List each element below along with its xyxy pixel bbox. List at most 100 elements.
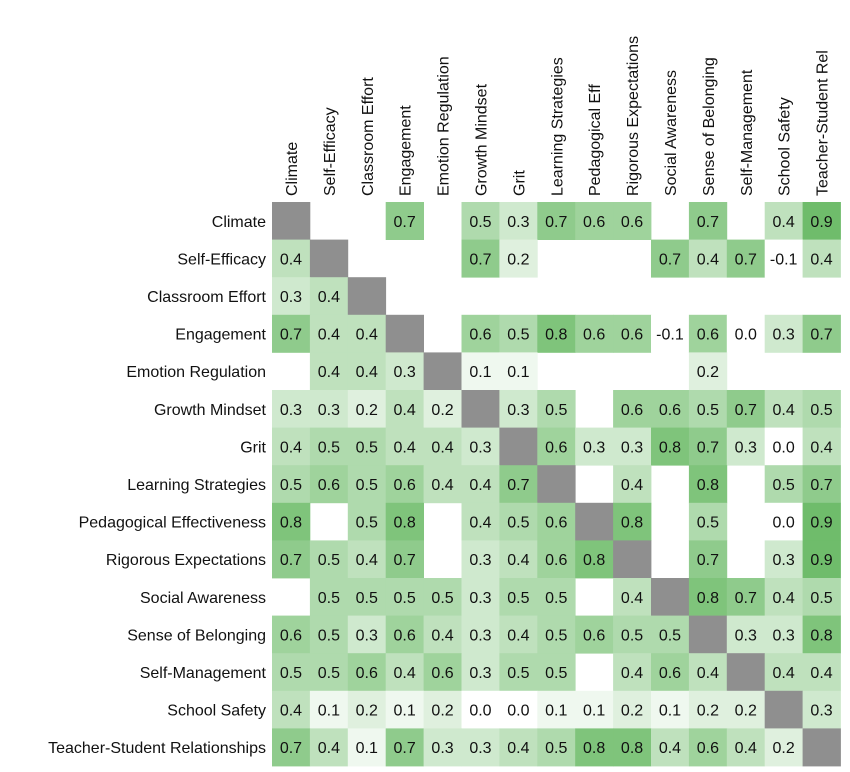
heatmap-cell bbox=[651, 239, 690, 278]
row-label: Engagement bbox=[175, 327, 266, 344]
cell-value-label: 0.5 bbox=[545, 627, 567, 644]
diagonal-cell bbox=[537, 465, 576, 504]
cell-value-label: 0.6 bbox=[583, 627, 605, 644]
heatmap-cell bbox=[802, 314, 841, 353]
row-label: Social Awareness bbox=[140, 590, 266, 607]
heatmap-cell bbox=[726, 239, 766, 278]
diagonal-cell bbox=[764, 690, 803, 729]
heatmap-cell bbox=[309, 427, 349, 466]
cell-value-label: 0.4 bbox=[431, 439, 453, 456]
column-label: Teacher-Student Rel bbox=[815, 50, 832, 196]
cell-value-label: 0.3 bbox=[469, 627, 491, 644]
cell-value-label: 0.3 bbox=[773, 327, 795, 344]
cell-value-label: 0.5 bbox=[773, 477, 795, 494]
cell-value-label: 0.8 bbox=[697, 477, 719, 494]
heatmap-cell bbox=[309, 390, 349, 428]
cell-value-label: 0.4 bbox=[356, 327, 378, 344]
heatmap-cell bbox=[347, 390, 387, 428]
row-label: Grit bbox=[240, 439, 266, 456]
cell-value-label: 0.7 bbox=[507, 477, 529, 494]
cell-value-label: 0.4 bbox=[280, 703, 302, 720]
row-label: Sense of Belonging bbox=[127, 627, 266, 644]
cell-value-label: 0.5 bbox=[545, 740, 567, 757]
cell-value-label: 0.4 bbox=[659, 740, 681, 757]
cell-value-label: 0.3 bbox=[773, 627, 795, 644]
heatmap-cell bbox=[537, 540, 576, 579]
cell-value-label: 0.4 bbox=[280, 439, 302, 456]
diagonal-cell bbox=[309, 239, 349, 278]
column-label: Self-Efficacy bbox=[322, 107, 339, 196]
heatmap-cell bbox=[764, 653, 803, 692]
cell-value-label: 0.8 bbox=[545, 327, 567, 344]
heatmap-cell bbox=[575, 615, 614, 654]
heatmap-cell bbox=[688, 502, 728, 541]
column-label: Engagement bbox=[398, 105, 415, 196]
diagonal-cell bbox=[688, 615, 728, 654]
cell-value-label: 0.4 bbox=[697, 251, 719, 268]
heatmap-cell bbox=[651, 653, 690, 692]
cell-value-label: 0.2 bbox=[507, 251, 529, 268]
cell-value-label: 0.8 bbox=[621, 740, 643, 757]
heatmap-cell bbox=[613, 690, 652, 729]
heatmap-cell bbox=[575, 540, 614, 579]
heatmap-cell bbox=[385, 202, 424, 240]
cell-value-label: 0.4 bbox=[507, 552, 529, 569]
heatmap-cell bbox=[423, 690, 462, 729]
heatmap-cell bbox=[461, 352, 500, 391]
cell-value-label: 0.4 bbox=[621, 477, 643, 494]
heatmap-cell bbox=[347, 314, 387, 353]
heatmap-cell bbox=[272, 502, 311, 541]
cell-value-label: 0.2 bbox=[621, 703, 643, 720]
cell-value-label: 0.5 bbox=[507, 515, 529, 532]
heatmap-cell bbox=[575, 314, 614, 353]
heatmap-cell bbox=[802, 653, 841, 692]
cell-value-label: 0.8 bbox=[621, 515, 643, 532]
cell-value-label: 0.7 bbox=[394, 214, 416, 231]
diagonal-cell bbox=[461, 390, 500, 428]
heatmap-cell bbox=[272, 540, 311, 579]
cell-value-label: 0.7 bbox=[545, 214, 567, 231]
cell-value-label: 0.4 bbox=[394, 665, 416, 682]
cell-value-label: 0.4 bbox=[318, 740, 340, 757]
heatmap-cell bbox=[385, 728, 424, 767]
cell-value-label: 0.6 bbox=[621, 402, 643, 419]
cell-value-label: 0.1 bbox=[545, 703, 567, 720]
heatmap-cell bbox=[802, 390, 841, 428]
cell-value-label: 0.6 bbox=[394, 477, 416, 494]
cell-value-label: 0.5 bbox=[545, 665, 567, 682]
cell-value-label: -0.1 bbox=[770, 251, 798, 268]
cell-value-label: 0.0 bbox=[735, 327, 757, 344]
cell-value-label: 0.2 bbox=[773, 740, 795, 757]
cell-value-label: 0.6 bbox=[697, 327, 719, 344]
heatmap-cell bbox=[461, 239, 500, 278]
cell-value-label: 0.6 bbox=[356, 665, 378, 682]
heatmap-cell bbox=[309, 653, 349, 692]
cell-value-label: 0.6 bbox=[697, 740, 719, 757]
heatmap-cell bbox=[385, 427, 424, 466]
heatmap-cell bbox=[461, 728, 500, 767]
heatmap-cell bbox=[575, 427, 614, 466]
heatmap-cell bbox=[726, 427, 766, 466]
cell-value-label: 0.5 bbox=[318, 552, 340, 569]
cell-value-label: 0.5 bbox=[659, 627, 681, 644]
column-label: Pedagogical Eff bbox=[587, 84, 604, 196]
heatmap-cell bbox=[461, 578, 500, 616]
heatmap-cell bbox=[726, 690, 766, 729]
diagonal-cell bbox=[499, 427, 538, 466]
cell-value-label: 0.5 bbox=[507, 590, 529, 607]
row-label: Emotion Regulation bbox=[126, 364, 266, 381]
heatmap-cell bbox=[764, 728, 803, 767]
cell-value-label: 0.2 bbox=[697, 703, 719, 720]
cell-value-label: 0.5 bbox=[697, 515, 719, 532]
cell-value-label: 0.9 bbox=[810, 214, 832, 231]
heatmap-cell bbox=[764, 502, 803, 541]
heatmap-cell bbox=[802, 502, 841, 541]
cell-value-label: 0.1 bbox=[394, 703, 416, 720]
heatmap-cell bbox=[764, 390, 803, 428]
cell-value-label: 0.1 bbox=[507, 364, 529, 381]
column-label: Sense of Belonging bbox=[701, 57, 718, 196]
cell-value-label: 0.2 bbox=[697, 364, 719, 381]
cell-value-label: 0.4 bbox=[810, 665, 832, 682]
cell-value-label: 0.6 bbox=[394, 627, 416, 644]
heatmap-cell bbox=[575, 202, 614, 240]
